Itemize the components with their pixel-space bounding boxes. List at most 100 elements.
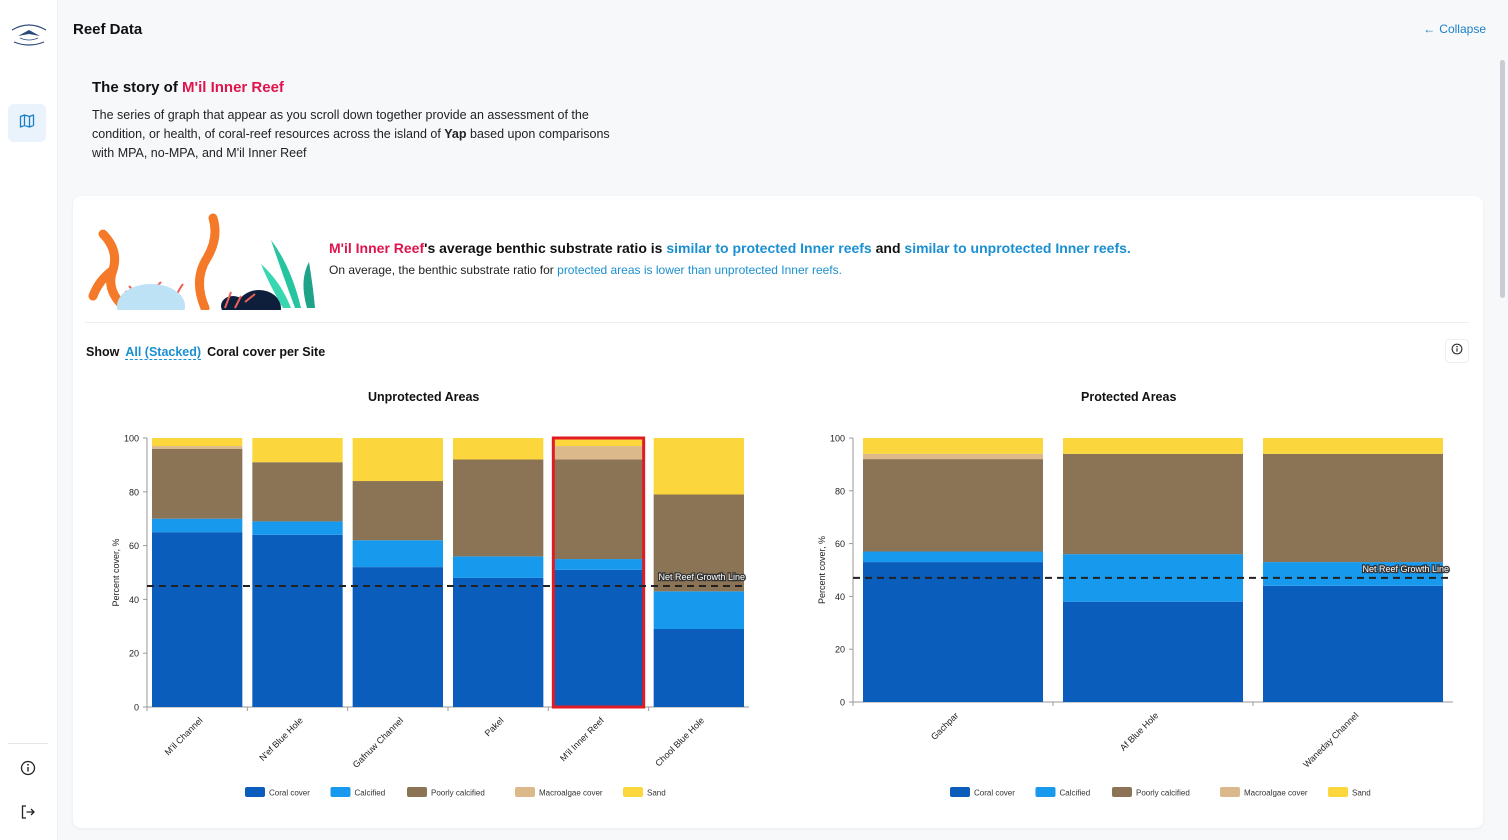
bar-chool-blue-hole-poorly-calcified[interactable]: [653, 494, 744, 592]
legend-label-coral-cover[interactable]: Coral cover: [269, 789, 310, 798]
bar-waneday-channel-poorly-calcified[interactable]: [1263, 453, 1443, 563]
story-title-prefix: The story of: [92, 79, 183, 96]
legend-label-poorly-calcified[interactable]: Poorly calcified: [1136, 789, 1190, 798]
y-tick-label: 80: [835, 486, 845, 496]
bar-n-ef-blue-hole-coral-cover[interactable]: [252, 534, 343, 707]
map-icon: [19, 113, 35, 134]
bar-m-il-inner-reef-coral-cover[interactable]: [553, 569, 644, 707]
link-protected-comparison[interactable]: similar to protected Inner reefs: [666, 240, 872, 256]
story-description: The series of graph that appear as you s…: [92, 106, 632, 163]
bar-m-il-channel-calcified[interactable]: [152, 518, 243, 533]
bar-n-ef-blue-hole-calcified[interactable]: [252, 521, 343, 535]
y-tick-label: 100: [830, 434, 845, 444]
bar-m-il-inner-reef-calcified[interactable]: [553, 559, 644, 570]
legend-label-macroalgae-cover[interactable]: Macroalgae cover: [1244, 789, 1308, 798]
protected-areas-chart: 0 20 40 60 80 100 Percent cover, % Gachpar Af Bl…: [817, 434, 1453, 798]
bar-pakel-calcified[interactable]: [453, 556, 544, 578]
reef-illustration: [85, 210, 319, 328]
bar-gachpar-poorly-calcified[interactable]: [863, 459, 1043, 552]
bar-waneday-channel-sand[interactable]: [1263, 438, 1443, 454]
y-tick-label: 100: [124, 434, 139, 444]
legend-label-calcified[interactable]: Calcified: [355, 789, 386, 798]
bar-pakel-coral-cover[interactable]: [453, 577, 544, 707]
bar-n-ef-blue-hole-sand[interactable]: [252, 438, 343, 463]
x-tick-label-gachpar: Gachpar: [929, 710, 960, 741]
legend-swatch-macroalgae-cover[interactable]: [515, 787, 535, 797]
app-logo[interactable]: [6, 18, 52, 52]
collapse-button[interactable]: ← Collapse: [1423, 22, 1486, 36]
bar-waneday-channel-calcified[interactable]: [1263, 562, 1443, 586]
arrow-left-icon: ←: [1423, 22, 1436, 36]
headline-mid: 's average benthic substrate ratio is: [424, 240, 667, 256]
reference-line-label: Net Reef Growth Line: [658, 572, 745, 582]
bar-gachpar-calcified[interactable]: [863, 551, 1043, 563]
bar-gachpar-coral-cover[interactable]: [863, 562, 1043, 702]
y-tick-label: 40: [129, 595, 139, 605]
legend-label-poorly-calcified[interactable]: Poorly calcified: [431, 789, 485, 798]
legend-swatch-calcified[interactable]: [1035, 787, 1056, 797]
legend-swatch-sand[interactable]: [1328, 787, 1348, 797]
legend-label-calcified[interactable]: Calcified: [1060, 789, 1091, 798]
y-axis-label: Percent cover, %: [817, 536, 827, 604]
legend-label-macroalgae-cover[interactable]: Macroalgae cover: [539, 789, 603, 798]
bar-af-blue-hole-coral-cover[interactable]: [1063, 601, 1243, 702]
info-button[interactable]: [14, 756, 42, 784]
bar-m-il-channel-coral-cover[interactable]: [152, 532, 243, 707]
bar-m-il-inner-reef-sand[interactable]: [553, 438, 644, 447]
bar-pakel-sand[interactable]: [453, 438, 544, 460]
bar-m-il-channel-poorly-calcified[interactable]: [152, 448, 243, 519]
x-tick-label-m-il-channel: M'il Channel: [163, 715, 205, 757]
bar-af-blue-hole-poorly-calcified[interactable]: [1063, 453, 1243, 555]
legend-swatch-sand[interactable]: [623, 787, 643, 797]
legend-swatch-poorly-calcified[interactable]: [1112, 787, 1132, 797]
headline-and: and: [871, 240, 905, 256]
chart-mode-dropdown[interactable]: All (Stacked): [125, 345, 202, 360]
y-tick-label: 60: [835, 539, 845, 549]
legend-swatch-coral-cover[interactable]: [950, 787, 970, 797]
nav-map-button[interactable]: [8, 104, 46, 142]
bar-n-ef-blue-hole-poorly-calcified[interactable]: [252, 462, 343, 522]
bar-chool-blue-hole-calcified[interactable]: [653, 591, 744, 629]
subline-link[interactable]: protected areas is lower than unprotecte…: [557, 263, 842, 277]
bar-gachpar-sand[interactable]: [863, 438, 1043, 454]
legend-swatch-poorly-calcified[interactable]: [407, 787, 427, 797]
bar-gachpar-macroalgae-cover[interactable]: [863, 453, 1043, 460]
sidebar: [0, 0, 58, 840]
bar-m-il-channel-sand[interactable]: [152, 438, 243, 447]
bar-chool-blue-hole-sand[interactable]: [653, 438, 744, 495]
legend-swatch-coral-cover[interactable]: [245, 787, 265, 797]
bar-af-blue-hole-sand[interactable]: [1063, 438, 1243, 454]
x-tick-label-waneday-channel: Waneday Channel: [1301, 710, 1360, 769]
y-tick-label: 20: [129, 649, 139, 659]
x-tick-label-af-blue-hole: Af Blue Hole: [1118, 710, 1160, 752]
legend-swatch-macroalgae-cover[interactable]: [1220, 787, 1240, 797]
bar-m-il-inner-reef-poorly-calcified[interactable]: [553, 459, 644, 560]
page-scrollbar[interactable]: [1500, 60, 1505, 298]
bar-m-il-inner-reef-macroalgae-cover[interactable]: [553, 446, 644, 460]
legend-label-sand[interactable]: Sand: [1352, 789, 1371, 798]
bar-gafnuw-channel-poorly-calcified[interactable]: [352, 481, 443, 541]
story-reef-name: M'il Inner Reef: [182, 79, 284, 96]
highlight-outline: [551, 436, 646, 709]
x-tick-label-gafnuw-channel: Gafnuw Channel: [351, 715, 405, 769]
legend-label-sand[interactable]: Sand: [647, 789, 666, 798]
subline-prefix: On average, the benthic substrate ratio …: [329, 263, 558, 277]
bar-waneday-channel-coral-cover[interactable]: [1263, 585, 1443, 702]
bar-m-il-channel-macroalgae-cover[interactable]: [152, 446, 243, 449]
chart-info-button[interactable]: [1445, 339, 1469, 363]
legend-swatch-calcified[interactable]: [330, 787, 351, 797]
logout-button[interactable]: [14, 800, 42, 828]
sidebar-divider: [8, 743, 48, 744]
headline-reef-name: M'il Inner Reef: [329, 240, 425, 256]
bar-gafnuw-channel-coral-cover[interactable]: [352, 567, 443, 707]
bar-pakel-poorly-calcified[interactable]: [453, 459, 544, 557]
unprotected-areas-chart: 0 20 40 60 80 100 Percent cover, % M'il Channel…: [111, 434, 749, 798]
bar-chool-blue-hole-coral-cover[interactable]: [653, 628, 744, 707]
reference-line-label: Net Reef Growth Line: [1362, 564, 1449, 574]
bar-gafnuw-channel-sand[interactable]: [352, 438, 443, 482]
link-unprotected-comparison[interactable]: similar to unprotected Inner reefs.: [904, 240, 1131, 256]
info-icon: [1451, 342, 1463, 360]
legend-label-coral-cover[interactable]: Coral cover: [974, 789, 1015, 798]
collapse-label: Collapse: [1439, 22, 1486, 36]
bar-gafnuw-channel-calcified[interactable]: [352, 540, 443, 568]
